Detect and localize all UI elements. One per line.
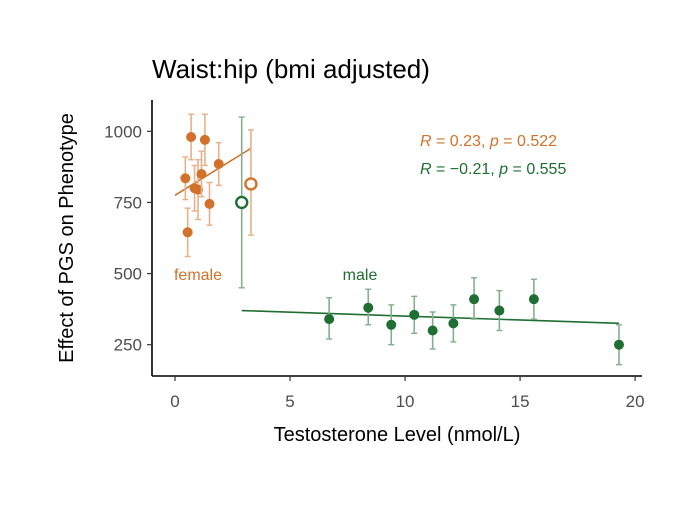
outlier-point (244, 177, 258, 191)
data-point (204, 198, 215, 209)
group-label-female: female (174, 267, 222, 284)
data-point (448, 318, 459, 329)
x-tick-label: 20 (626, 392, 645, 411)
data-point (324, 314, 335, 325)
series-male: male R = −0.21, p = 0.555 (235, 116, 624, 366)
group-label-male: male (343, 267, 378, 284)
y-tick-label: 500 (114, 265, 142, 284)
x-axis-title: Testosterone Level (nmol/L) (274, 424, 521, 446)
data-point (186, 131, 197, 142)
chart-title: Waist:hip (bmi adjusted) (152, 54, 430, 84)
data-point (180, 173, 191, 184)
y-tick-label: 1000 (104, 122, 142, 141)
data-point (409, 309, 420, 320)
data-point (196, 168, 207, 179)
outlier-point (235, 195, 249, 210)
x-tick-label: 0 (170, 392, 179, 411)
fit-line-female (174, 147, 252, 196)
stat-annotation-male: R = −0.21, p = 0.555 (420, 161, 566, 178)
fit-line-male (241, 309, 620, 325)
data-point (494, 305, 505, 316)
data-point (199, 134, 210, 145)
x-tick-label: 15 (511, 392, 530, 411)
y-axis-title: Effect of PGS on Phenotype (56, 113, 78, 363)
y-tick-label: 250 (114, 336, 142, 355)
series-female: female R = 0.23, p = 0.522 (174, 113, 557, 284)
data-point (427, 325, 438, 336)
data-point (213, 159, 224, 170)
data-point (469, 294, 480, 305)
x-tick-label: 10 (396, 392, 415, 411)
data-point (182, 227, 193, 238)
data-point (193, 184, 204, 195)
data-point (613, 339, 624, 350)
x-tick-label: 5 (285, 392, 294, 411)
y-tick-label: 750 (114, 193, 142, 212)
data-point (363, 302, 374, 313)
data-point (386, 319, 397, 330)
stat-annotation-female: R = 0.23, p = 0.522 (420, 133, 557, 150)
data-point (528, 294, 539, 305)
